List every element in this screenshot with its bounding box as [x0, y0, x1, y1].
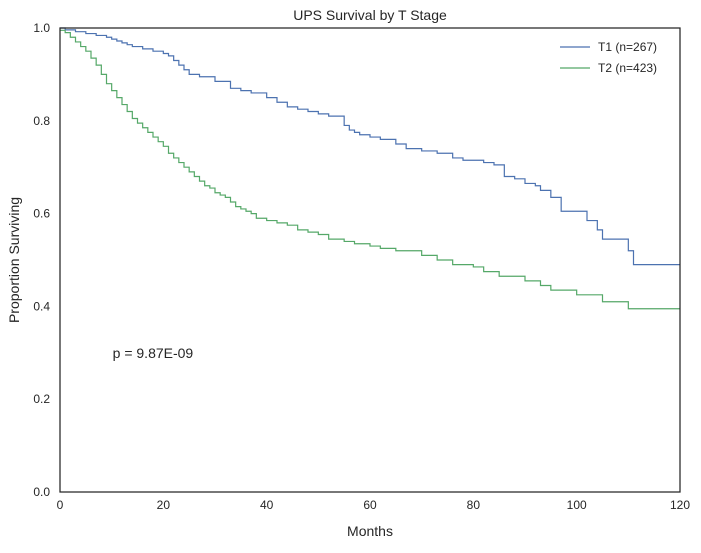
series-line-1	[60, 27, 680, 266]
x-axis-label: Months	[347, 523, 393, 539]
y-tick-label: 0.8	[33, 114, 50, 128]
legend-label-t2: T2 (n=423)	[598, 61, 657, 75]
y-axis-label: Proportion Surviving	[6, 197, 22, 323]
y-tick-label: 0.6	[33, 207, 50, 221]
y-tick-label: 0.4	[33, 299, 50, 313]
x-tick-label: 20	[157, 498, 171, 512]
x-tick-label: 80	[467, 498, 481, 512]
y-tick-label: 1.0	[33, 21, 50, 35]
ticks-layer: 0 20 40 60 80 100 120 0.0 0.2 0.4 0.6 0.8 1.0	[33, 21, 690, 512]
x-tick-label: 0	[57, 498, 64, 512]
x-tick-label: 120	[670, 498, 690, 512]
p-value-annotation: p = 9.87E-09	[113, 345, 194, 361]
x-tick-label: 100	[567, 498, 587, 512]
series-line-2	[60, 29, 680, 310]
legend: T1 (n=267) T2 (n=423)	[560, 40, 657, 75]
x-tick-label: 60	[363, 498, 377, 512]
plot-frame	[59, 27, 681, 493]
y-tick-label: 0.0	[33, 485, 50, 499]
x-tick-label: 40	[260, 498, 274, 512]
chart-title: UPS Survival by T Stage	[293, 7, 447, 23]
series-layer	[60, 27, 680, 310]
y-tick-label: 0.2	[33, 392, 50, 406]
legend-label-t1: T1 (n=267)	[598, 40, 657, 54]
